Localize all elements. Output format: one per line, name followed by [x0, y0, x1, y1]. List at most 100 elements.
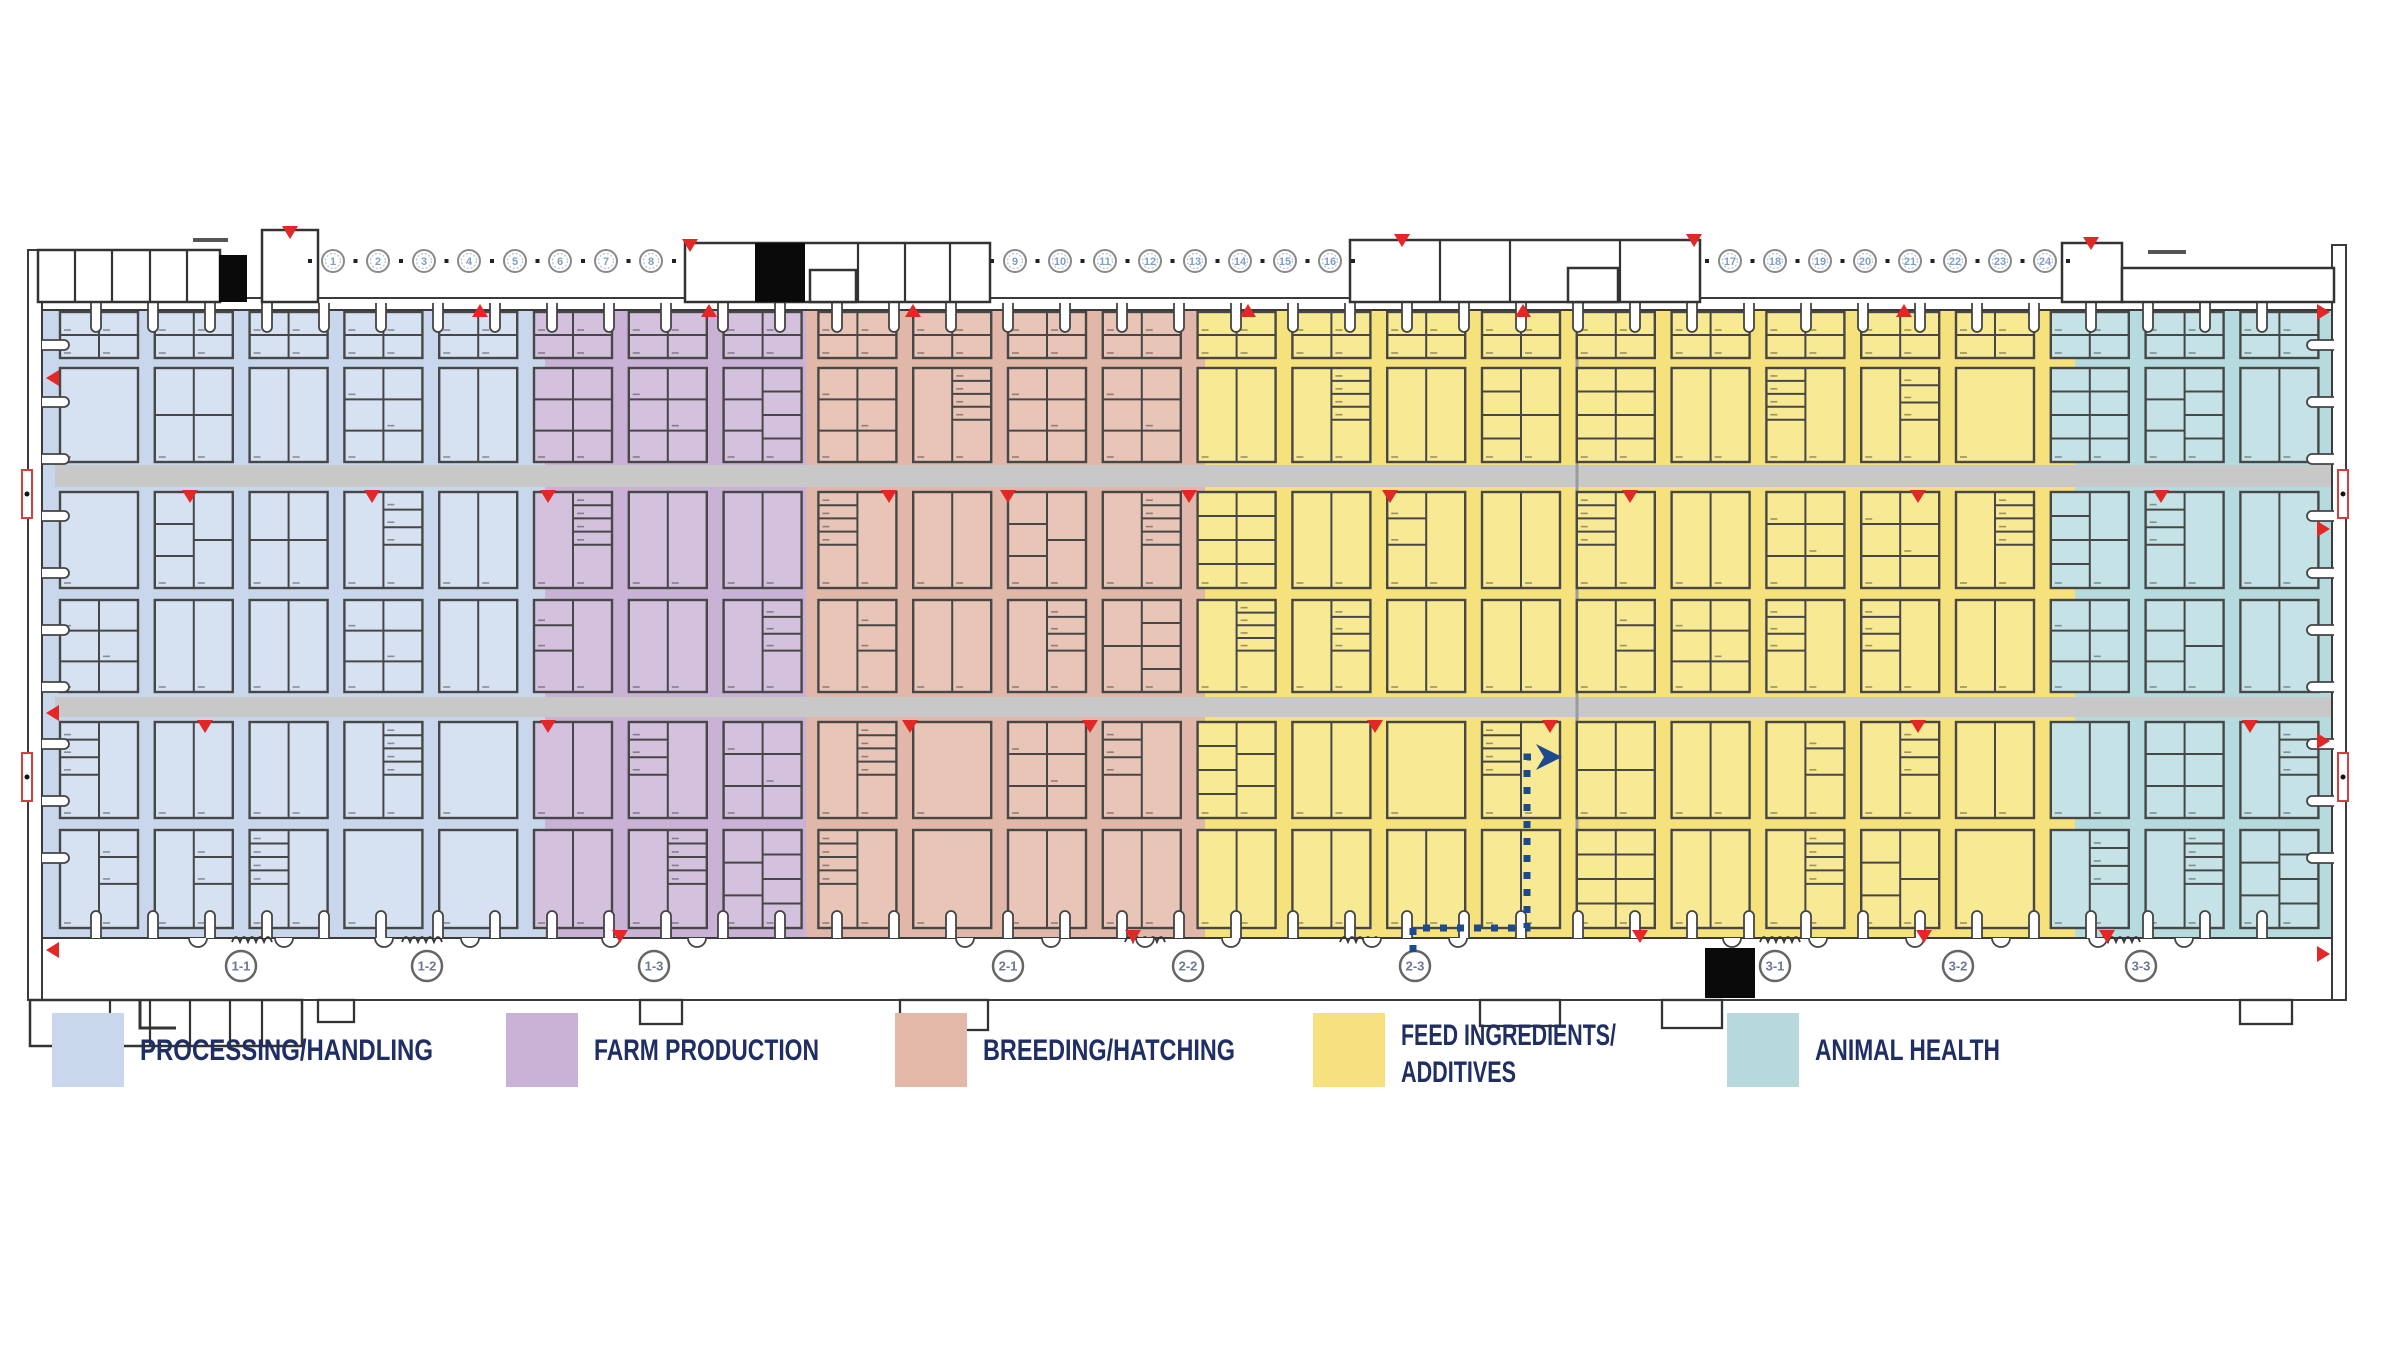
- fire-safety-marker: [364, 490, 380, 503]
- column-stub: [2306, 852, 2334, 864]
- booth-block: [722, 598, 803, 694]
- fire-safety-marker: [282, 226, 298, 239]
- booth-block: [2239, 720, 2320, 820]
- booth-block: [722, 720, 803, 820]
- column-stub: [147, 910, 159, 938]
- stair-tower: [2060, 241, 2124, 304]
- door-swing: [374, 937, 394, 948]
- booth-block: [817, 366, 898, 464]
- door-swing: [1991, 937, 2011, 948]
- fire-safety-marker: [2317, 946, 2330, 962]
- grid-circle-number: 6: [557, 256, 563, 268]
- fire-safety-marker: [46, 705, 59, 721]
- grid-circle-number: 17: [1724, 256, 1736, 268]
- aisles-layer: [55, 303, 2334, 938]
- aisle-2: [55, 697, 2334, 717]
- booth-block: [532, 598, 614, 694]
- fire-safety-marker: [1910, 720, 1926, 733]
- column-stub: [2306, 339, 2334, 351]
- route-dotted-path: [1409, 753, 1533, 952]
- column-stub: [1002, 303, 1014, 333]
- column-stub: [1059, 910, 1071, 938]
- bottom-bump: [638, 998, 684, 1026]
- sub-room: [1566, 266, 1620, 304]
- column-stub: [204, 910, 216, 938]
- left-wall: [27, 249, 43, 1001]
- booth-block: [1196, 366, 1277, 464]
- door-marker-dot: [24, 774, 30, 780]
- grid-circle-inner: [1991, 252, 2009, 270]
- grid-circle-number: 21: [1904, 256, 1916, 268]
- fire-safety-marker: [2317, 304, 2330, 320]
- fire-safety-marker: [701, 304, 717, 317]
- column-stub: [831, 303, 843, 333]
- booth-block: [2144, 366, 2225, 464]
- booth-block: [1196, 598, 1277, 694]
- booth-block: [438, 828, 519, 930]
- booth-block: [2239, 828, 2320, 930]
- booth-block: [1291, 720, 1372, 820]
- booth-block: [1385, 490, 1467, 590]
- grid-circle-number: 3: [421, 256, 427, 268]
- column-stub: [2306, 453, 2334, 465]
- fire-safety-marker: [2317, 733, 2330, 749]
- grid-circle-inner: [369, 252, 387, 270]
- booth-block: [248, 720, 329, 820]
- grid-circle-inner: [324, 252, 342, 270]
- fire-safety-marker: [2083, 237, 2099, 250]
- fire-safety-marker: [1622, 490, 1638, 503]
- column-stub: [1344, 910, 1356, 938]
- column-stub: [546, 910, 558, 938]
- booth-block: [1101, 366, 1183, 464]
- fire-safety-marker: [472, 304, 488, 317]
- column-stub: [2085, 303, 2097, 333]
- booth-block: [2049, 828, 2131, 930]
- booth-block: [1291, 828, 1372, 930]
- legend-swatch-farm-production: [506, 1013, 578, 1087]
- booth-block: [248, 828, 329, 930]
- grid-circle-number: 18: [1769, 256, 1781, 268]
- booth-block: [2239, 366, 2320, 464]
- booth-block: [1859, 310, 1941, 360]
- booth-block: [1006, 720, 1088, 820]
- exit-circle: [1941, 949, 1975, 983]
- door-swing: [1135, 937, 1155, 948]
- column-stub: [147, 303, 159, 333]
- column-stub: [2085, 910, 2097, 938]
- column-stub: [831, 910, 843, 938]
- booths-layer: [58, 310, 2320, 930]
- grid-circle-inner: [1946, 252, 1964, 270]
- booth-block: [1196, 720, 1277, 820]
- grid-circle-inner: [1141, 252, 1159, 270]
- booth-block: [1291, 366, 1372, 464]
- grid-dot: [626, 259, 631, 263]
- fire-safety-marker: [2317, 521, 2330, 537]
- grid-circle-inner: [551, 252, 569, 270]
- booth-block: [58, 598, 140, 694]
- fire-safety-marker: [902, 720, 918, 733]
- aisle-1: [55, 465, 2334, 487]
- door-swing: [955, 937, 975, 948]
- grid-circle-number: 13: [1189, 256, 1201, 268]
- fire-safety-marker: [46, 370, 59, 386]
- legend-label: ANIMAL HEALTH: [1815, 1034, 2000, 1067]
- fire-safety-marker: [540, 490, 556, 503]
- booth-block: [58, 366, 140, 464]
- fire-safety-marker: [1896, 304, 1912, 317]
- column-stub: [1743, 303, 1755, 333]
- grid-circle-inner: [1811, 252, 1829, 270]
- booth-block: [1385, 828, 1467, 930]
- column-stub: [1971, 910, 1983, 938]
- booth-block: [1954, 366, 2036, 464]
- booth-block: [153, 490, 235, 590]
- grid-circle-inner: [1721, 252, 1739, 270]
- fire-safety-marker: [2242, 720, 2258, 733]
- booth-outline: [438, 720, 519, 820]
- grid-dot: [672, 259, 676, 263]
- column-stub: [546, 303, 558, 333]
- column-stub: [375, 303, 387, 333]
- column-stub: [2306, 624, 2334, 636]
- grid-dot: [581, 259, 585, 263]
- door-swing: [1362, 937, 1382, 948]
- fire-safety-marker: [1367, 720, 1383, 733]
